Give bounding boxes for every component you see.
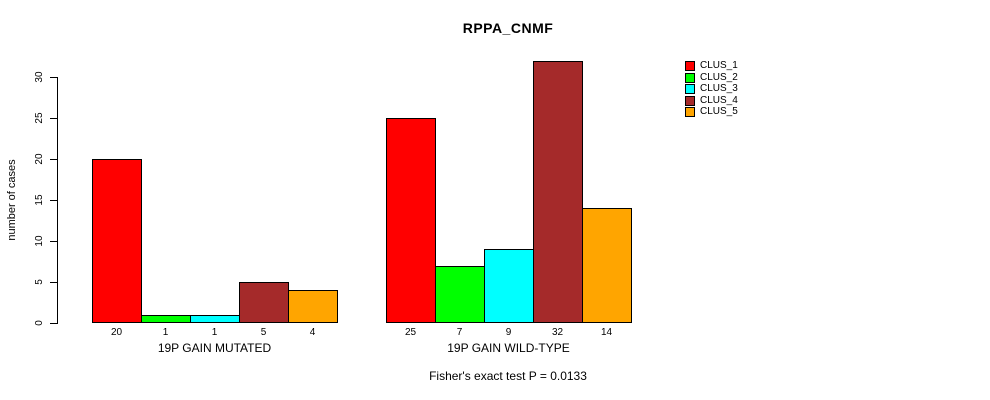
bar-value-label: 1 xyxy=(162,327,169,338)
legend: CLUS_1 CLUS_2 CLUS_3 CLUS_4 CLUS_5 xyxy=(685,61,738,119)
bar-value-label: 5 xyxy=(260,327,267,338)
y-tick-label: 10 xyxy=(34,235,45,247)
y-tick-label: 0 xyxy=(34,320,45,326)
chart-title: RPPA_CNMF xyxy=(462,20,554,36)
legend-label: CLUS_4 xyxy=(700,94,738,106)
y-tick-mark xyxy=(50,282,57,283)
bar-value-label: 7 xyxy=(456,327,463,338)
bar-clus_5 xyxy=(288,290,338,323)
bar-clus_1 xyxy=(92,159,142,323)
y-tick-label: 20 xyxy=(34,153,45,165)
bar-value-label: 20 xyxy=(110,327,123,338)
y-tick-mark xyxy=(50,118,57,119)
bar-value-label: 4 xyxy=(309,327,316,338)
y-tick-mark xyxy=(50,323,57,324)
legend-label: CLUS_5 xyxy=(700,106,738,117)
y-axis-label: number of cases xyxy=(6,159,18,241)
bar-value-label: 25 xyxy=(404,327,417,338)
legend-row: CLUS_1 xyxy=(685,61,738,71)
bar-clus_3 xyxy=(484,249,534,323)
y-tick-label: 30 xyxy=(34,71,45,83)
bar-clus_4 xyxy=(239,282,289,323)
legend-row: CLUS_5 xyxy=(685,107,738,117)
legend-label: CLUS_1 xyxy=(700,60,738,71)
bar-value-label: 14 xyxy=(600,327,613,338)
y-axis-line xyxy=(57,77,58,324)
legend-swatch-clus_1 xyxy=(685,61,695,71)
y-tick-label: 5 xyxy=(34,279,45,285)
legend-row: CLUS_2 xyxy=(685,71,738,83)
legend-swatch-clus_4 xyxy=(685,95,695,106)
bar-clus_3 xyxy=(190,315,240,323)
bar-clus_1 xyxy=(386,118,436,323)
y-tick-mark xyxy=(50,159,57,160)
bar-clus_5 xyxy=(582,208,632,323)
legend-swatch-clus_3 xyxy=(685,84,695,94)
group-label: 19P GAIN MUTATED xyxy=(157,341,272,355)
bar-clus_4 xyxy=(533,61,583,323)
y-tick-label: 15 xyxy=(34,194,45,206)
y-tick-mark xyxy=(50,77,57,78)
bar-clus_2 xyxy=(141,315,191,323)
legend-label: CLUS_2 xyxy=(700,71,738,83)
group-label: 19P GAIN WILD-TYPE xyxy=(447,341,570,355)
legend-swatch-clus_5 xyxy=(685,107,695,117)
bar-clus_2 xyxy=(435,266,485,323)
bar-value-label: 32 xyxy=(551,327,564,338)
legend-label: CLUS_3 xyxy=(700,83,738,94)
bar-value-label: 1 xyxy=(211,327,218,338)
annotation-text: Fisher's exact test P = 0.0133 xyxy=(429,369,587,383)
y-tick-label: 25 xyxy=(34,112,45,124)
legend-row: CLUS_3 xyxy=(685,84,738,94)
y-tick-mark xyxy=(50,200,57,201)
legend-row: CLUS_4 xyxy=(685,94,738,106)
legend-swatch-clus_2 xyxy=(685,72,695,83)
y-tick-mark xyxy=(50,241,57,242)
bar-value-label: 9 xyxy=(505,327,512,338)
